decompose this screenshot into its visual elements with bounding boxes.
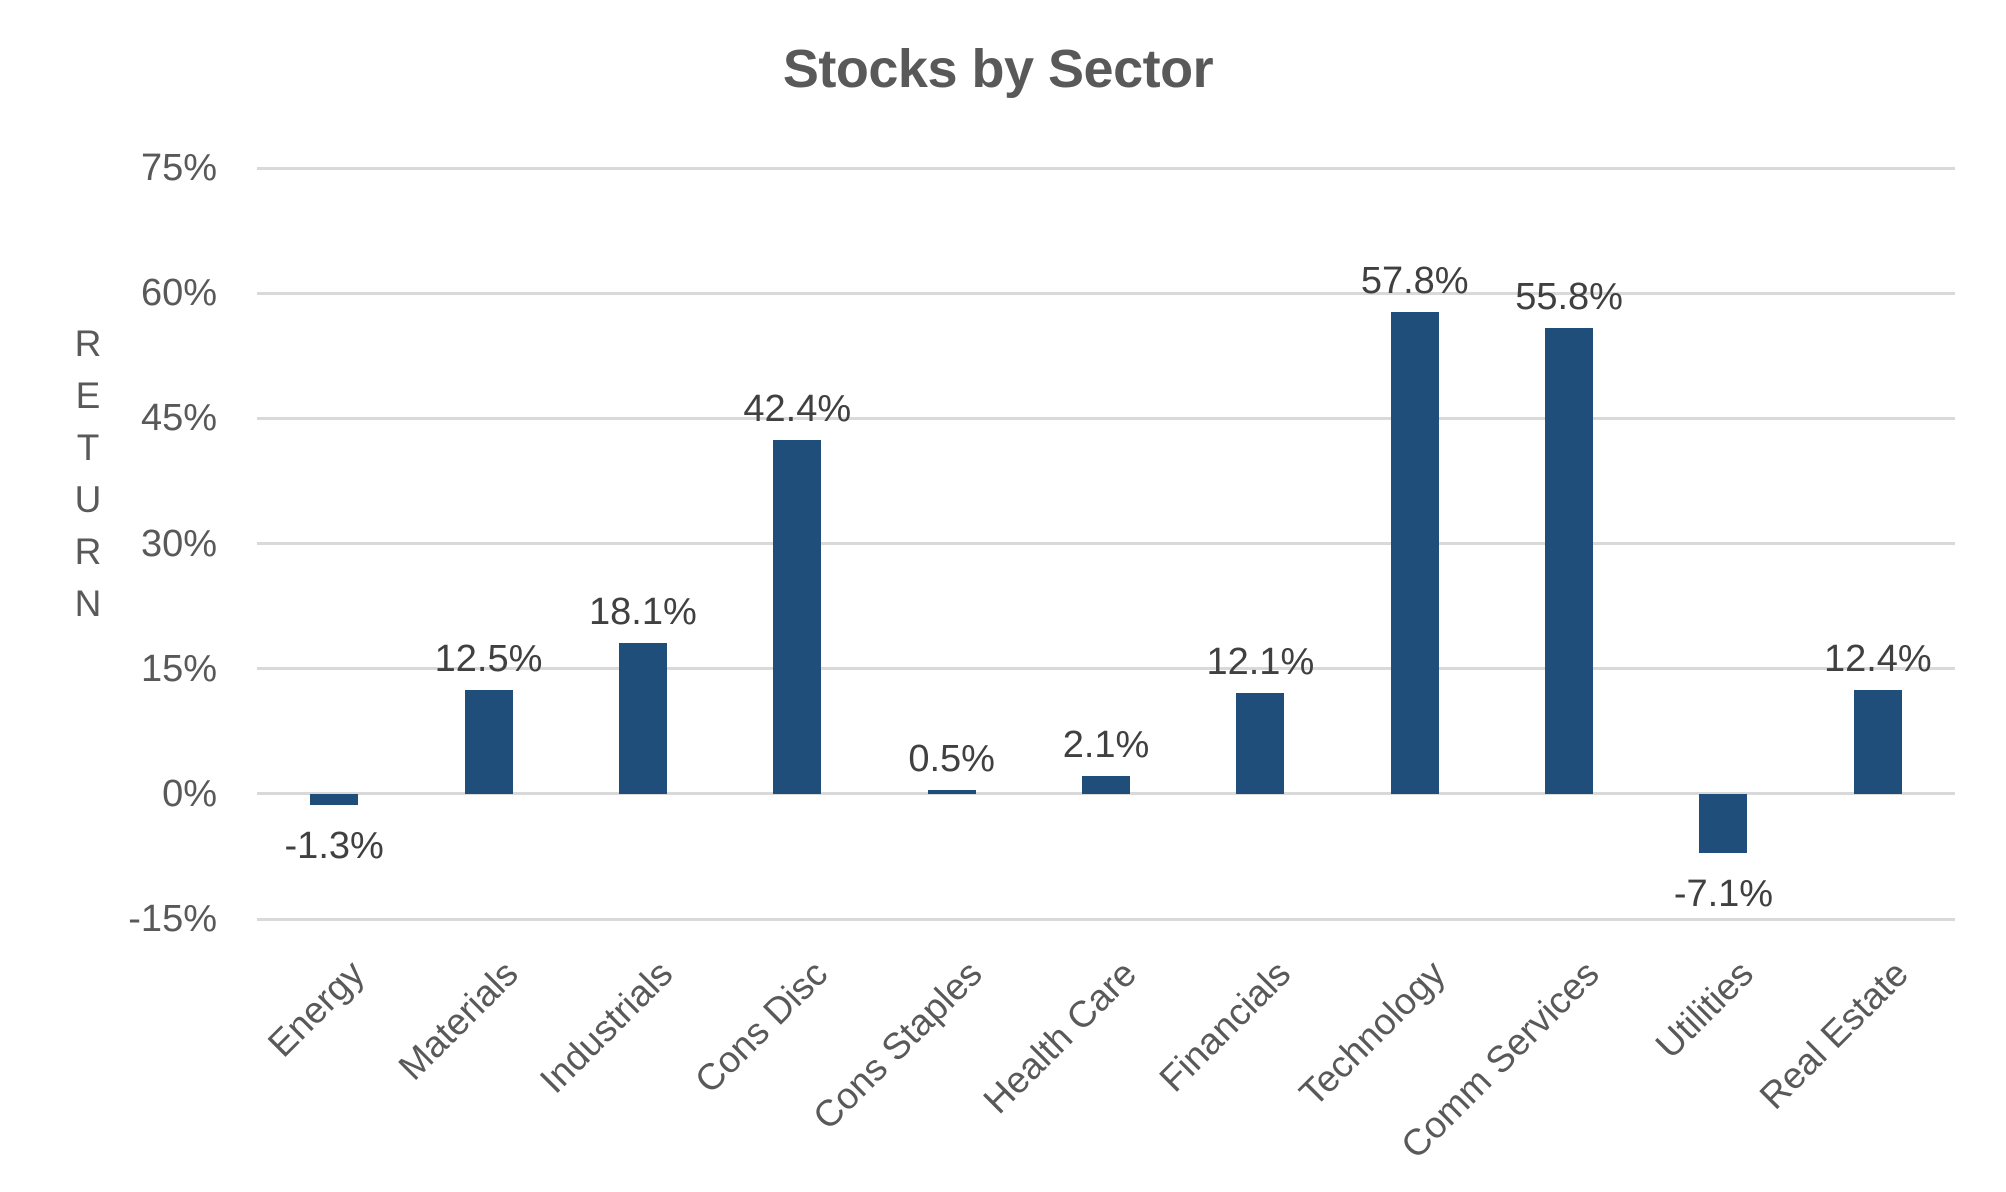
gridline	[257, 792, 1955, 796]
bar	[464, 689, 513, 794]
x-axis-category-label: Materials	[391, 952, 527, 1088]
x-axis-category-label: Industrials	[532, 952, 681, 1101]
bar-data-label: 55.8%	[1515, 276, 1623, 319]
y-axis-tick-label: 75%	[140, 147, 217, 189]
y-axis-tick-label: -15%	[128, 898, 217, 940]
bar-data-label: -7.1%	[1673, 873, 1774, 916]
x-axis-category-label: Utilities	[1647, 952, 1762, 1067]
gridline	[257, 667, 1955, 671]
y-axis-tick-label: 30%	[140, 522, 217, 565]
bar	[1082, 776, 1130, 794]
x-axis-category-label: Real Estate	[1751, 952, 1916, 1117]
y-axis-tick-label: 15%	[140, 647, 217, 690]
bar-data-label: 12.1%	[1206, 640, 1315, 683]
bar-data-label: 57.8%	[1360, 259, 1469, 302]
bar-data-label: 2.1%	[1062, 724, 1150, 767]
bar	[1853, 690, 1902, 794]
bar-data-label: 18.1%	[589, 590, 697, 633]
x-axis-category-label: Financials	[1151, 952, 1299, 1100]
gridline	[257, 542, 1955, 545]
x-axis-category-label: Health Care	[975, 952, 1144, 1122]
bar	[773, 440, 822, 794]
chart-title: Stocks by Sector	[782, 39, 1214, 99]
y-axis-title-letter: E	[75, 375, 101, 416]
bar-data-label: -1.3%	[284, 824, 384, 867]
y-axis-title-letter: T	[76, 427, 100, 468]
bar	[1699, 793, 1748, 854]
x-axis-category-label: Cons Disc	[686, 952, 835, 1101]
bar-data-label: 12.4%	[1823, 638, 1932, 681]
x-axis-category-label: Technology	[1291, 952, 1453, 1115]
y-axis-title-letter: N	[74, 583, 102, 624]
bar	[927, 789, 976, 794]
bar	[618, 642, 667, 794]
bar	[1236, 692, 1285, 794]
bar-data-label: 42.4%	[743, 388, 852, 431]
bar	[1390, 311, 1439, 794]
x-axis-category-label: Energy	[259, 952, 372, 1065]
bar	[310, 793, 359, 805]
gridline	[257, 917, 1955, 921]
bar-data-label: 0.5%	[908, 737, 995, 780]
gridline	[257, 291, 1955, 295]
y-axis-title-letter: R	[74, 323, 102, 364]
gridline	[257, 416, 1955, 420]
y-axis-tick-label: 0%	[162, 772, 217, 815]
bar	[1545, 328, 1594, 794]
y-axis-tick-label: 45%	[140, 397, 217, 440]
y-axis-tick-label: 60%	[140, 272, 217, 315]
bar-data-label: 12.5%	[434, 637, 543, 680]
gridline	[257, 166, 1955, 170]
y-axis-title-letter: U	[74, 479, 102, 520]
y-axis-title-letter: R	[74, 531, 102, 572]
